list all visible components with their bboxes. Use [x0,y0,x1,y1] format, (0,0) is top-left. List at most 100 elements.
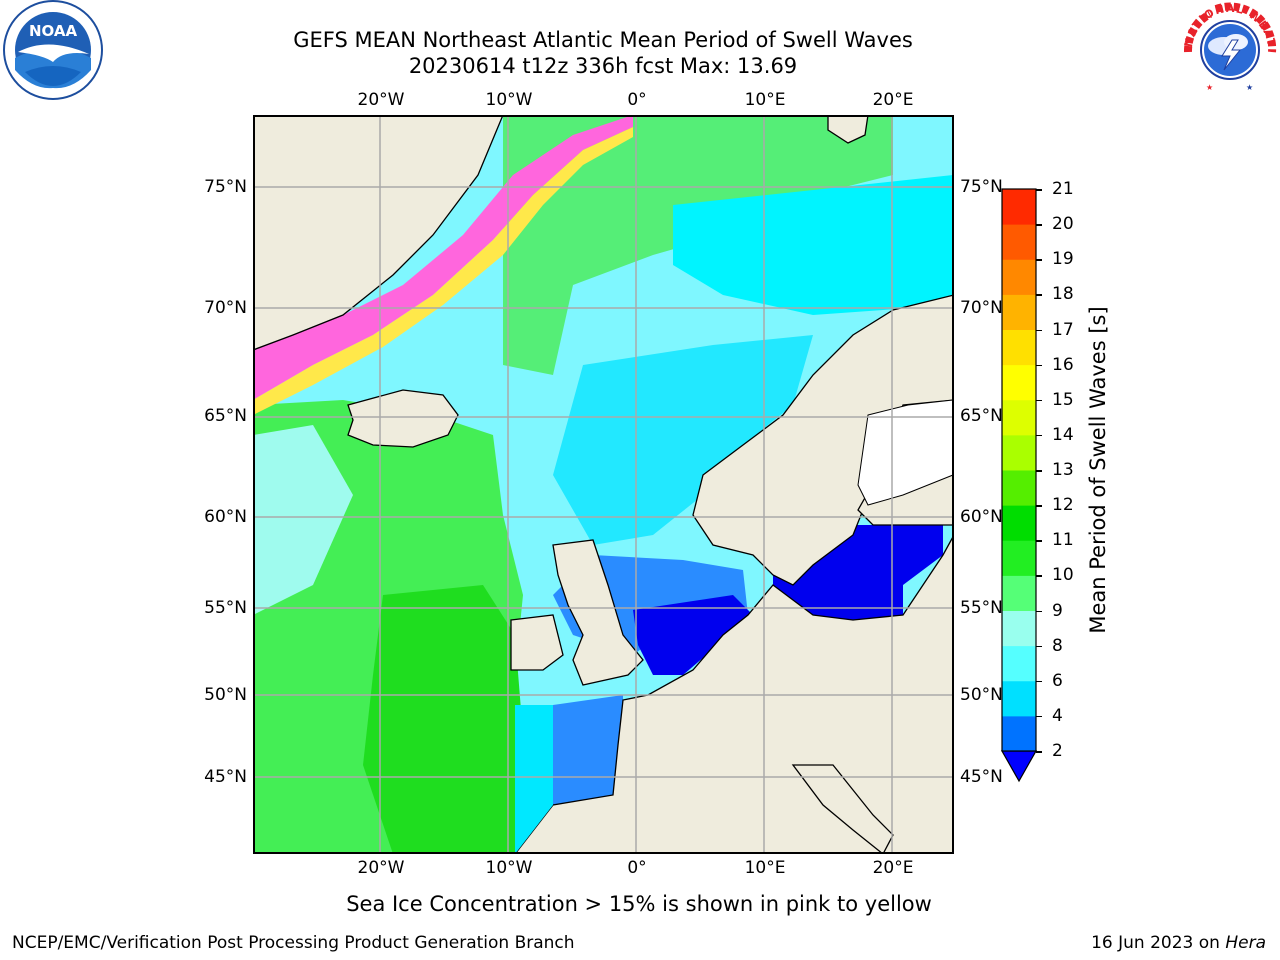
lat-label-left-50n: 50°N [204,685,247,705]
colorbar-tick-mark [1036,715,1042,718]
lat-label-right-60n: 60°N [960,507,1003,527]
colorbar-tick-mark [1036,540,1042,542]
swell-zone-norwegian-green [503,115,893,375]
colorbar-tick-mark [1036,680,1042,683]
colorbar-svg [1000,188,1038,783]
map-frame [253,115,954,854]
land-italy [791,764,894,855]
colorbar-tick-mark [1036,189,1042,191]
lon-label-top-0: 0° [627,90,647,110]
lat-label-left-65n: 65°N [204,406,247,426]
colorbar-segment [1002,505,1036,541]
footer-date: 16 Jun 2023 on Hera [1091,933,1266,953]
footer-date-text: 16 Jun 2023 on [1091,933,1226,953]
colorbar-tick-label: 2 [1052,741,1063,761]
lon-label-top-20e: 20°E [872,90,914,110]
lon-label-bottom-0: 0° [627,858,647,878]
sea-ice-note: Sea Ice Concentration > 15% is shown in … [346,892,932,916]
colorbar-tick-mark [1036,470,1042,472]
lat-label-right-55n: 55°N [960,598,1003,618]
colorbar-tick-label: 19 [1052,249,1074,270]
land-greenland [252,114,504,351]
colorbar-tick-mark [1036,610,1042,612]
colorbar-tick-mark [1036,329,1042,331]
colorbar-segment [1002,715,1036,752]
lat-label-right-50n: 50°N [960,685,1003,705]
lon-label-top-10e: 10°E [744,90,786,110]
graticule [253,115,954,854]
lon-label-bottom-20w: 20°W [357,858,405,878]
colorbar-segment [1002,329,1036,366]
lon-label-bottom-20e: 20°E [872,858,914,878]
swell-zone-arctic-cyan [673,175,953,315]
colorbar-tick-label: 20 [1052,214,1074,235]
colorbar-tick-label: 12 [1052,495,1074,516]
colorbar-tick-label: 17 [1052,319,1074,340]
colorbar-segment [1002,540,1036,576]
colorbar-tick-label: 10 [1052,565,1074,586]
lat-label-right-45n: 45°N [960,767,1003,787]
lat-label-left-45n: 45°N [204,767,247,787]
swell-zone-northsea-deepblue [633,595,753,675]
lon-label-bottom-10w: 10°W [485,858,533,878]
swell-zone-atlantic-deepgreen [363,585,523,854]
colorbar-tick-label: 16 [1052,354,1074,375]
colorbar-segment [1002,364,1036,401]
colorbar-segment [1002,434,1036,471]
colorbar-tick-mark [1036,224,1042,226]
lon-label-top-10w: 10°W [485,90,533,110]
swell-zone-norway-coast [553,335,813,545]
lat-label-right-75n: 75°N [960,177,1003,197]
colorbar-label: Mean Period of Swell Waves [s] [1086,306,1110,634]
lon-label-bottom-10e: 10°E [744,858,786,878]
lat-label-left-60n: 60°N [204,507,247,527]
colorbar [1000,186,1038,786]
colorbar-segment [1002,645,1036,682]
title-line-1: GEFS MEAN Northeast Atlantic Mean Period… [293,28,913,52]
colorbar-tick-mark [1036,294,1042,296]
lat-label-left-55n: 55°N [204,598,247,618]
colorbar-segment [1002,399,1036,436]
colorbar-segment [1002,610,1036,647]
footer-branch: NCEP/EMC/Verification Post Processing Pr… [12,933,575,953]
colorbar-tick-label: 11 [1052,530,1074,551]
svg-text:★: ★ [1246,83,1253,92]
colorbar-tick-mark [1036,645,1042,648]
map-panel [252,114,955,855]
sea-ice-edge-yellow [253,127,633,415]
lon-label-top-20w: 20°W [357,90,405,110]
colorbar-tick-label: 4 [1052,705,1063,726]
colorbar-tick-mark [1036,505,1042,507]
land-iceland [347,389,459,448]
colorbar-segment [1002,680,1036,717]
colorbar-tick-mark [1036,259,1042,261]
colorbar-tick-mark [1036,575,1042,577]
colorbar-tick-label: 6 [1052,670,1063,691]
colorbar-tick-label: 9 [1052,600,1063,621]
svg-text:★: ★ [1206,83,1213,92]
colorbar-segment [1002,189,1036,225]
lat-label-left-70n: 70°N [204,298,247,318]
lat-label-right-70n: 70°N [960,298,1003,318]
land-great-britain [552,539,644,686]
ice-bothnia [857,399,954,506]
colorbar-segment [1002,470,1036,506]
colorbar-tick-label: 8 [1052,635,1063,656]
colorbar-extend-triangle [1000,750,1038,783]
colorbar-tick-label: 21 [1052,179,1074,199]
map-svg [252,114,955,855]
colorbar-tick-mark [1036,399,1042,402]
colorbar-tick-label: 14 [1052,424,1074,445]
noaa-logo: NOAA [3,0,103,100]
lat-label-left-75n: 75°N [204,177,247,197]
colorbar-segment [1002,259,1036,295]
noaa-logo-text: NOAA [29,22,78,40]
colorbar-tick-label: 18 [1052,284,1074,305]
colorbar-segment [1002,575,1036,611]
colorbar-tick-label: 15 [1052,389,1074,410]
nws-logo: NATIONAL WEATHER SERVICE ★ ★ [1175,0,1280,100]
colorbar-tick-label: 13 [1052,460,1074,480]
swell-zone-iberia-coast [515,705,553,854]
colorbar-tick-mark [1036,751,1042,753]
footer-host: Hera [1225,933,1266,953]
